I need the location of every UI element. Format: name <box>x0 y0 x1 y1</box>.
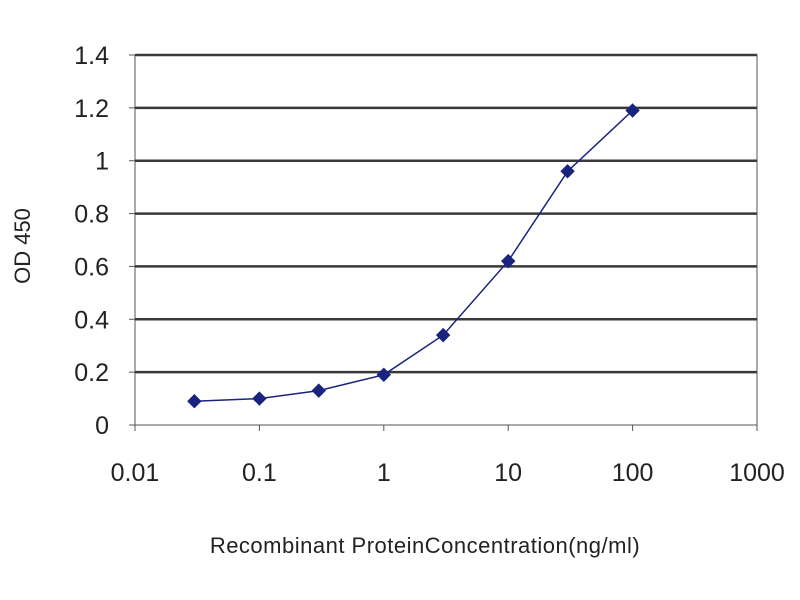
gridlines <box>135 53 757 374</box>
x-tick-label: 0.1 <box>242 459 277 487</box>
y-axis: 0 0.2 0.4 0.6 0.8 1 1.2 1.4 <box>74 42 135 440</box>
data-point <box>435 327 451 343</box>
y-tick-label: 1.4 <box>74 42 109 70</box>
x-axis: 0.01 0.1 1 10 100 1000 <box>111 425 785 487</box>
data-point <box>376 367 392 382</box>
x-tick-label: 1 <box>377 459 391 487</box>
data-point <box>311 383 326 398</box>
data-point <box>187 394 202 409</box>
x-tick-label: 1000 <box>729 459 785 487</box>
y-axis-title: OD 450 <box>10 208 35 284</box>
plot-area <box>134 54 758 426</box>
x-axis-title: Recombinant ProteinConcentration(ng/ml) <box>210 533 640 558</box>
data-point <box>252 391 267 406</box>
y-tick-label: 0.4 <box>74 306 109 334</box>
y-tick-label: 1.2 <box>74 95 109 123</box>
x-tick-label: 10 <box>494 459 522 487</box>
y-tick-label: 1 <box>95 148 109 176</box>
data-point <box>500 253 516 269</box>
data-point <box>560 164 575 179</box>
data-points <box>187 103 640 409</box>
series-line <box>194 109 634 402</box>
y-tick-label: 0.6 <box>74 253 109 281</box>
y-tick-label: 0.2 <box>74 359 109 387</box>
y-tick-label: 0 <box>95 412 109 440</box>
y-tick-label: 0.8 <box>74 201 109 229</box>
data-point <box>625 103 640 118</box>
x-tick-label: 0.01 <box>111 459 160 487</box>
x-tick-label: 100 <box>612 459 654 487</box>
